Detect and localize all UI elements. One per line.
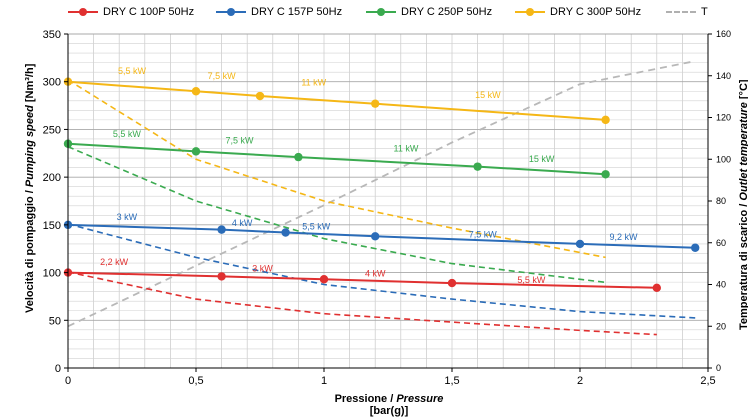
y-tick-label: 350 (43, 29, 61, 41)
temperature-curve-dry-c-100p (67, 271, 657, 336)
data-point-dry-c-157p (691, 243, 700, 252)
legend-item-temperature: T (666, 3, 708, 21)
power-label-dry-c-157p: 5,5 kW (302, 222, 331, 232)
power-label-dry-c-100p: 2,2 kW (100, 257, 129, 267)
data-point-dry-c-300p (601, 115, 610, 125)
power-label-dry-c-300p: 5,5 kW (118, 66, 147, 76)
data-point-dry-c-250p (294, 152, 303, 162)
power-label-dry-c-157p: 3 kW (117, 212, 138, 222)
legend-swatch-red (68, 5, 98, 19)
legend-label: T (701, 6, 708, 18)
legend-label: DRY C 157P 50Hz (251, 6, 343, 18)
power-label-dry-c-250p: 7,5 kW (226, 136, 255, 146)
power-label-dry-c-300p: 15 kW (475, 90, 501, 100)
y-axis-title: Velocità di pompaggio / Pumping speed [N… (24, 63, 36, 313)
power-label-dry-c-100p: 4 kW (365, 268, 386, 278)
y-tick-label: 300 (43, 77, 61, 89)
power-label-dry-c-157p: 9,2 kW (610, 232, 639, 242)
series-speed-lines (63, 77, 700, 293)
legend-item-dry-c-100p: DRY C 100P 50Hz (68, 3, 194, 21)
data-point-dry-c-250p (191, 147, 201, 156)
x-tick-label: 0,5 (188, 375, 203, 387)
data-point-dry-c-157p (217, 225, 226, 234)
legend-label: DRY C 300P 50Hz (550, 6, 642, 18)
data-point-dry-c-100p (319, 275, 329, 284)
data-point-dry-c-157p (281, 228, 290, 237)
legend-swatch-green (366, 5, 396, 19)
axes: 0501001502002503003500204060801001201401… (43, 29, 731, 387)
power-labels: 2,2 kW 3 kW 4 kW 5,5 kW 3 kW 4 kW 5,5 kW 7,5 kW… (100, 66, 638, 285)
power-label-dry-c-157p: 7,5 kW (469, 229, 498, 239)
x-axis-title: Pressione / Pressure [bar(g)] (334, 393, 444, 417)
x-tick-label: 2,5 (700, 375, 715, 387)
data-point-dry-c-100p (447, 278, 457, 288)
temperature-curve-dry-c-300p (67, 79, 606, 259)
data-point-dry-c-100p (217, 272, 226, 281)
series-temperature-lines (67, 79, 696, 336)
legend-swatch-yellow (515, 5, 545, 19)
y2-tick-label: 60 (716, 238, 726, 248)
power-label-dry-c-100p: 3 kW (252, 264, 273, 274)
power-label-dry-c-100p: 5,5 kW (517, 275, 546, 285)
legend-item-dry-c-300p: DRY C 300P 50Hz (515, 3, 641, 21)
data-point-dry-c-157p (371, 232, 380, 241)
power-label-dry-c-300p: 11 kW (301, 78, 326, 88)
x-tick-label: 1,5 (444, 375, 459, 387)
data-point-dry-c-250p (601, 170, 610, 179)
y2-tick-label: 40 (716, 280, 726, 290)
legend-label: DRY C 100P 50Hz (103, 6, 195, 18)
y-tick-label: 200 (43, 172, 61, 184)
power-label-dry-c-250p: 11 kW (393, 143, 418, 153)
power-label-dry-c-250p: 15 kW (529, 154, 555, 164)
y-tick-label: 150 (43, 220, 61, 232)
x-tick-label: 0 (65, 375, 71, 387)
legend-item-dry-c-157p: DRY C 157P 50Hz (216, 3, 342, 21)
y2-tick-label: 20 (716, 321, 726, 331)
legend-label: DRY C 250P 50Hz (401, 6, 493, 18)
legend-item-dry-c-250p: DRY C 250P 50Hz (366, 3, 492, 21)
y2-tick-label: 80 (716, 196, 726, 206)
x-tick-label: 2 (577, 375, 583, 387)
x-tick-label: 1 (321, 375, 327, 387)
legend: DRY C 100P 50Hz DRY C 157P 50Hz DRY C 25… (0, 3, 748, 21)
speed-curve-dry-c-157p (67, 223, 696, 249)
temperature-line (67, 60, 696, 328)
y-tick-label: 250 (43, 124, 61, 136)
y2-tick-label: 140 (716, 71, 731, 81)
y2-axis-title: Temperatura di scarico / Outlet temperat… (738, 79, 748, 330)
power-label-dry-c-300p: 7,5 kW (208, 71, 237, 81)
y2-tick-label: 100 (716, 154, 731, 164)
y2-tick-label: 0 (716, 363, 721, 373)
power-label-dry-c-250p: 5,5 kW (113, 129, 142, 139)
data-point-dry-c-300p (371, 99, 380, 108)
temperature-curve (67, 60, 696, 328)
y2-tick-label: 120 (716, 113, 731, 123)
data-point-dry-c-157p (575, 239, 585, 249)
legend-swatch-blue (216, 5, 246, 19)
temperature-curve-dry-c-157p (67, 223, 696, 319)
data-point-dry-c-300p (255, 91, 265, 101)
legend-swatch-grey-dashed (666, 5, 696, 19)
y-tick-label: 100 (43, 268, 61, 280)
data-point-dry-c-250p (473, 162, 482, 171)
power-label-dry-c-157p: 4 kW (232, 218, 253, 228)
data-point-dry-c-300p (191, 87, 201, 96)
y2-tick-label: 160 (716, 29, 731, 39)
y-tick-label: 0 (55, 363, 61, 375)
data-point-dry-c-100p (652, 283, 661, 293)
temperature-curve-dry-c-250p (67, 145, 606, 284)
y-tick-label: 50 (49, 315, 61, 327)
